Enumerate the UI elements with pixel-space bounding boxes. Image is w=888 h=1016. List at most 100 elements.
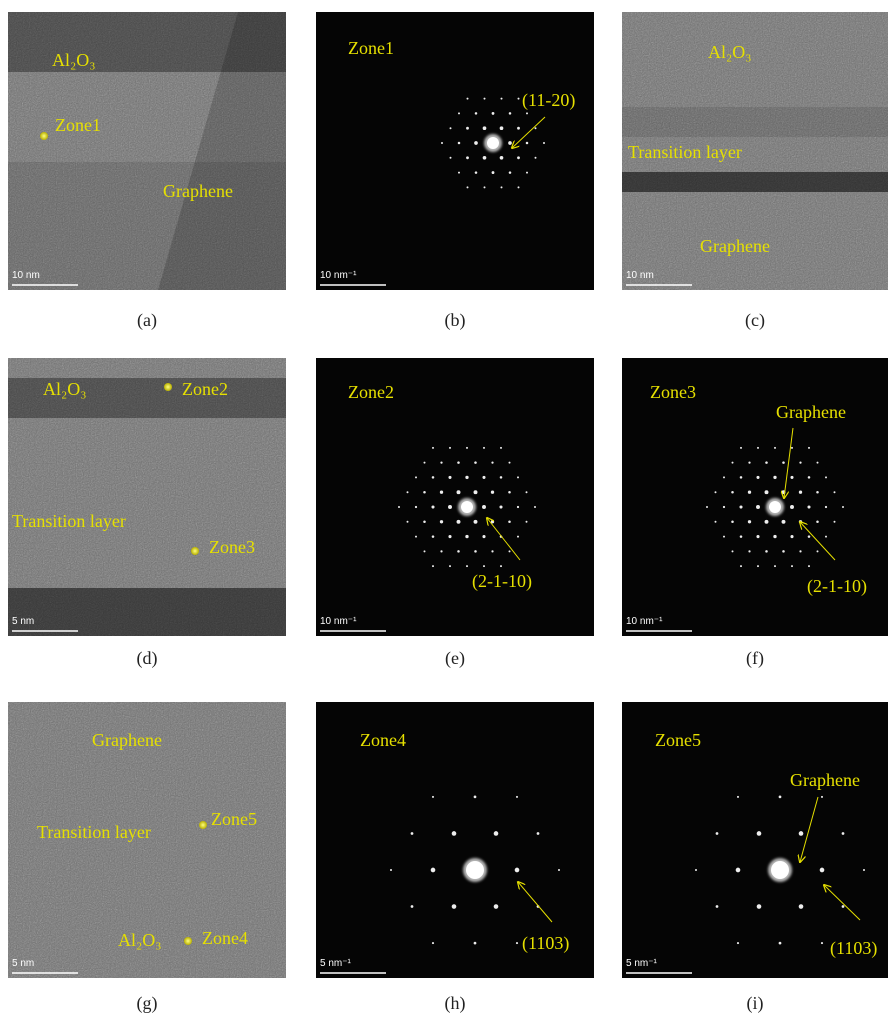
- diffraction-spot: [782, 550, 785, 553]
- diffraction-spot: [756, 831, 762, 836]
- diffraction-spot: [441, 142, 443, 144]
- diffraction-spot: [517, 186, 520, 189]
- diffraction-spot: [474, 112, 478, 115]
- diffraction-spot: [466, 97, 469, 100]
- diffraction-spot: [833, 491, 836, 494]
- diffraction-pattern: [316, 358, 594, 636]
- diffraction-spot: [740, 446, 742, 449]
- diffraction-spot: [431, 795, 435, 798]
- diffraction-spot: [508, 490, 511, 494]
- panel-caption: (a): [137, 310, 157, 331]
- panel-label: Graphene: [700, 236, 770, 256]
- diffraction-spot: [410, 832, 414, 835]
- diffraction-spot: [406, 491, 409, 494]
- diffraction-spot: [482, 475, 486, 479]
- diffraction-spot: [423, 550, 426, 553]
- diffraction-spot: [757, 446, 759, 449]
- diffraction-spot: [449, 446, 451, 449]
- diffraction-spot: [448, 505, 452, 509]
- diffraction-spot: [714, 520, 717, 523]
- diffraction-spot: [508, 461, 511, 464]
- diffraction-spot: [736, 942, 740, 945]
- scale-bar-label: 10 nm⁻¹: [320, 270, 357, 281]
- diffraction-spot: [841, 905, 845, 908]
- interface: [158, 12, 286, 290]
- arrow: [487, 518, 521, 561]
- diffraction-spot: [449, 565, 451, 568]
- diffraction-spot: [722, 505, 726, 509]
- panel-label: Zone1: [348, 38, 394, 58]
- diffraction-spot: [525, 141, 529, 145]
- diffraction-spot: [536, 832, 540, 835]
- diffraction-spot: [790, 505, 794, 509]
- diffraction-spot: [490, 490, 495, 494]
- diffraction-spot: [807, 535, 811, 538]
- diffraction-spot: [500, 186, 503, 189]
- diffraction-pattern: [622, 702, 888, 978]
- panel-label: Graphene: [790, 770, 860, 790]
- central-beam: [771, 861, 789, 879]
- diffraction-spot: [491, 171, 495, 174]
- diffraction-spot: [791, 446, 793, 449]
- diffraction-spot: [774, 446, 776, 449]
- panel: Al₂O₃ Zone1 Graphene 10 nm (a): [8, 12, 286, 331]
- panel: Zone3 Graphene (2-1-10) 10 nm⁻¹ (f): [622, 358, 888, 669]
- diffraction-spot: [820, 942, 824, 945]
- diffraction-spot: [474, 171, 478, 174]
- panel: Zone2 (2-1-10) 10 nm⁻¹ (e): [316, 358, 594, 669]
- diffraction-spot: [474, 141, 478, 145]
- diffraction-spot: [534, 156, 537, 159]
- diffraction-spot: [432, 565, 434, 568]
- panel-label: Al₂O₃: [52, 50, 96, 70]
- diffraction-spot: [778, 941, 782, 945]
- diffraction-spot: [431, 942, 435, 945]
- panel-label: Al₂O₃: [43, 379, 87, 399]
- diffraction-spot: [757, 565, 759, 568]
- diffraction-spot: [715, 832, 719, 835]
- diffraction-spot: [482, 126, 487, 131]
- diffraction-spot: [499, 505, 503, 509]
- diffraction-spot: [735, 867, 741, 873]
- diffraction-spot: [517, 535, 519, 538]
- micrograph-texture: [8, 12, 286, 290]
- diffraction-spot: [517, 476, 519, 479]
- diffraction-spot: [500, 97, 503, 100]
- diffraction-spot: [525, 491, 528, 494]
- diffraction-spot: [415, 476, 417, 479]
- panel-label: Zone4: [202, 928, 248, 948]
- arrow: [518, 882, 553, 923]
- diffraction-spot: [456, 519, 461, 524]
- diffraction-spot: [499, 155, 504, 160]
- diffraction-spot: [431, 476, 435, 479]
- diffraction-spot: [482, 155, 487, 160]
- diffraction-spot: [773, 534, 777, 539]
- zone-marker: [199, 821, 207, 829]
- panel-label: (1103): [830, 938, 877, 959]
- panel-label: Zone5: [211, 809, 257, 829]
- diffraction-spot: [824, 505, 828, 509]
- diffraction-spot: [423, 490, 426, 494]
- diffraction-spot: [508, 171, 512, 174]
- diffraction-spot: [414, 505, 418, 509]
- diffraction-spot: [790, 475, 794, 479]
- scale-bar-label: 10 nm⁻¹: [626, 616, 663, 627]
- diffraction-pattern: [316, 12, 594, 290]
- diffraction-spot: [748, 550, 751, 553]
- panel-caption: (h): [445, 993, 466, 1014]
- panel-label: (2-1-10): [807, 576, 867, 597]
- panel: Al₂O₃ Transition layer Graphene 10 nm (c): [622, 12, 888, 331]
- panel-label: Graphene: [776, 402, 846, 422]
- diffraction-spot: [706, 506, 708, 508]
- diffraction-spot: [483, 565, 485, 568]
- diffraction-spot: [457, 141, 461, 145]
- panel: Graphene Transition layer Zone5 Al₂O₃ Zone4 5…: [8, 702, 286, 1014]
- diffraction-spot: [457, 461, 460, 464]
- diffraction-spot: [466, 565, 468, 568]
- scale-bar-label: 10 nm⁻¹: [320, 616, 357, 627]
- diffraction-spot: [816, 490, 819, 494]
- diffraction-spot: [500, 446, 502, 449]
- diffraction-spot: [466, 156, 469, 160]
- panel-label: (2-1-10): [472, 571, 532, 592]
- micrograph-texture: [622, 12, 888, 290]
- diffraction-spot: [782, 461, 785, 464]
